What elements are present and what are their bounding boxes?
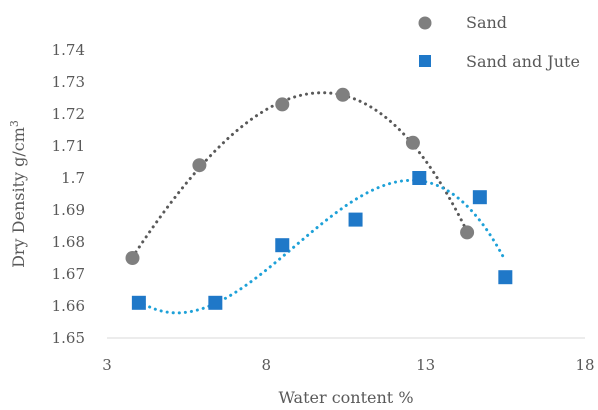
legend-label-sand-and-jute: Sand and Jute [466, 52, 580, 71]
legend-label-sand: Sand [466, 13, 507, 32]
point-sand [335, 87, 350, 102]
point-sand-and-jute [498, 270, 513, 285]
x-tick-label: 8 [262, 356, 272, 374]
point-sand [405, 135, 420, 150]
legend: Sand Sand and Jute [418, 13, 580, 71]
y-axis-title-superscript: 3 [8, 120, 21, 127]
data-markers [125, 87, 513, 310]
x-tick-label: 18 [575, 356, 594, 374]
y-tick-label: 1.66 [52, 297, 85, 315]
y-tick-label: 1.65 [52, 329, 85, 347]
y-tick-label: 1.67 [52, 265, 85, 283]
point-sand-and-jute [348, 212, 363, 227]
y-tick-label: 1.69 [52, 201, 85, 219]
y-tick-label: 1.7 [61, 169, 85, 187]
point-sand [125, 251, 140, 265]
legend-marker-sand-and-jute [419, 55, 431, 67]
y-axis-title: Dry Density g/cm3 [8, 120, 28, 268]
y-axis-title-main: Dry Density g/cm [9, 127, 28, 268]
point-sand-and-jute [412, 171, 427, 185]
y-tick-label: 1.74 [52, 41, 85, 59]
y-axis-ticks: 1.65 1.66 1.67 1.68 1.69 1.7 1.71 1.72 1.73 1.74 [52, 41, 85, 347]
y-tick-label: 1.71 [52, 137, 85, 155]
trendlines [130, 91, 507, 315]
point-sand-and-jute [275, 238, 290, 253]
point-sand-and-jute [131, 295, 146, 310]
x-tick-label: 3 [102, 356, 112, 374]
y-tick-label: 1.68 [52, 233, 85, 251]
legend-marker-sand [418, 16, 432, 30]
x-axis-title: Water content % [278, 388, 413, 407]
point-sand-and-jute [472, 190, 487, 205]
y-tick-label: 1.72 [52, 105, 85, 123]
x-tick-label: 13 [416, 356, 435, 374]
point-sand [275, 97, 290, 112]
y-tick-label: 1.73 [52, 73, 85, 91]
point-sand-and-jute [208, 295, 223, 310]
trendline-sand-and-jute [137, 178, 507, 315]
x-axis-ticks: 3 8 13 18 [102, 356, 594, 374]
point-sand [460, 225, 475, 240]
point-sand [192, 158, 207, 173]
